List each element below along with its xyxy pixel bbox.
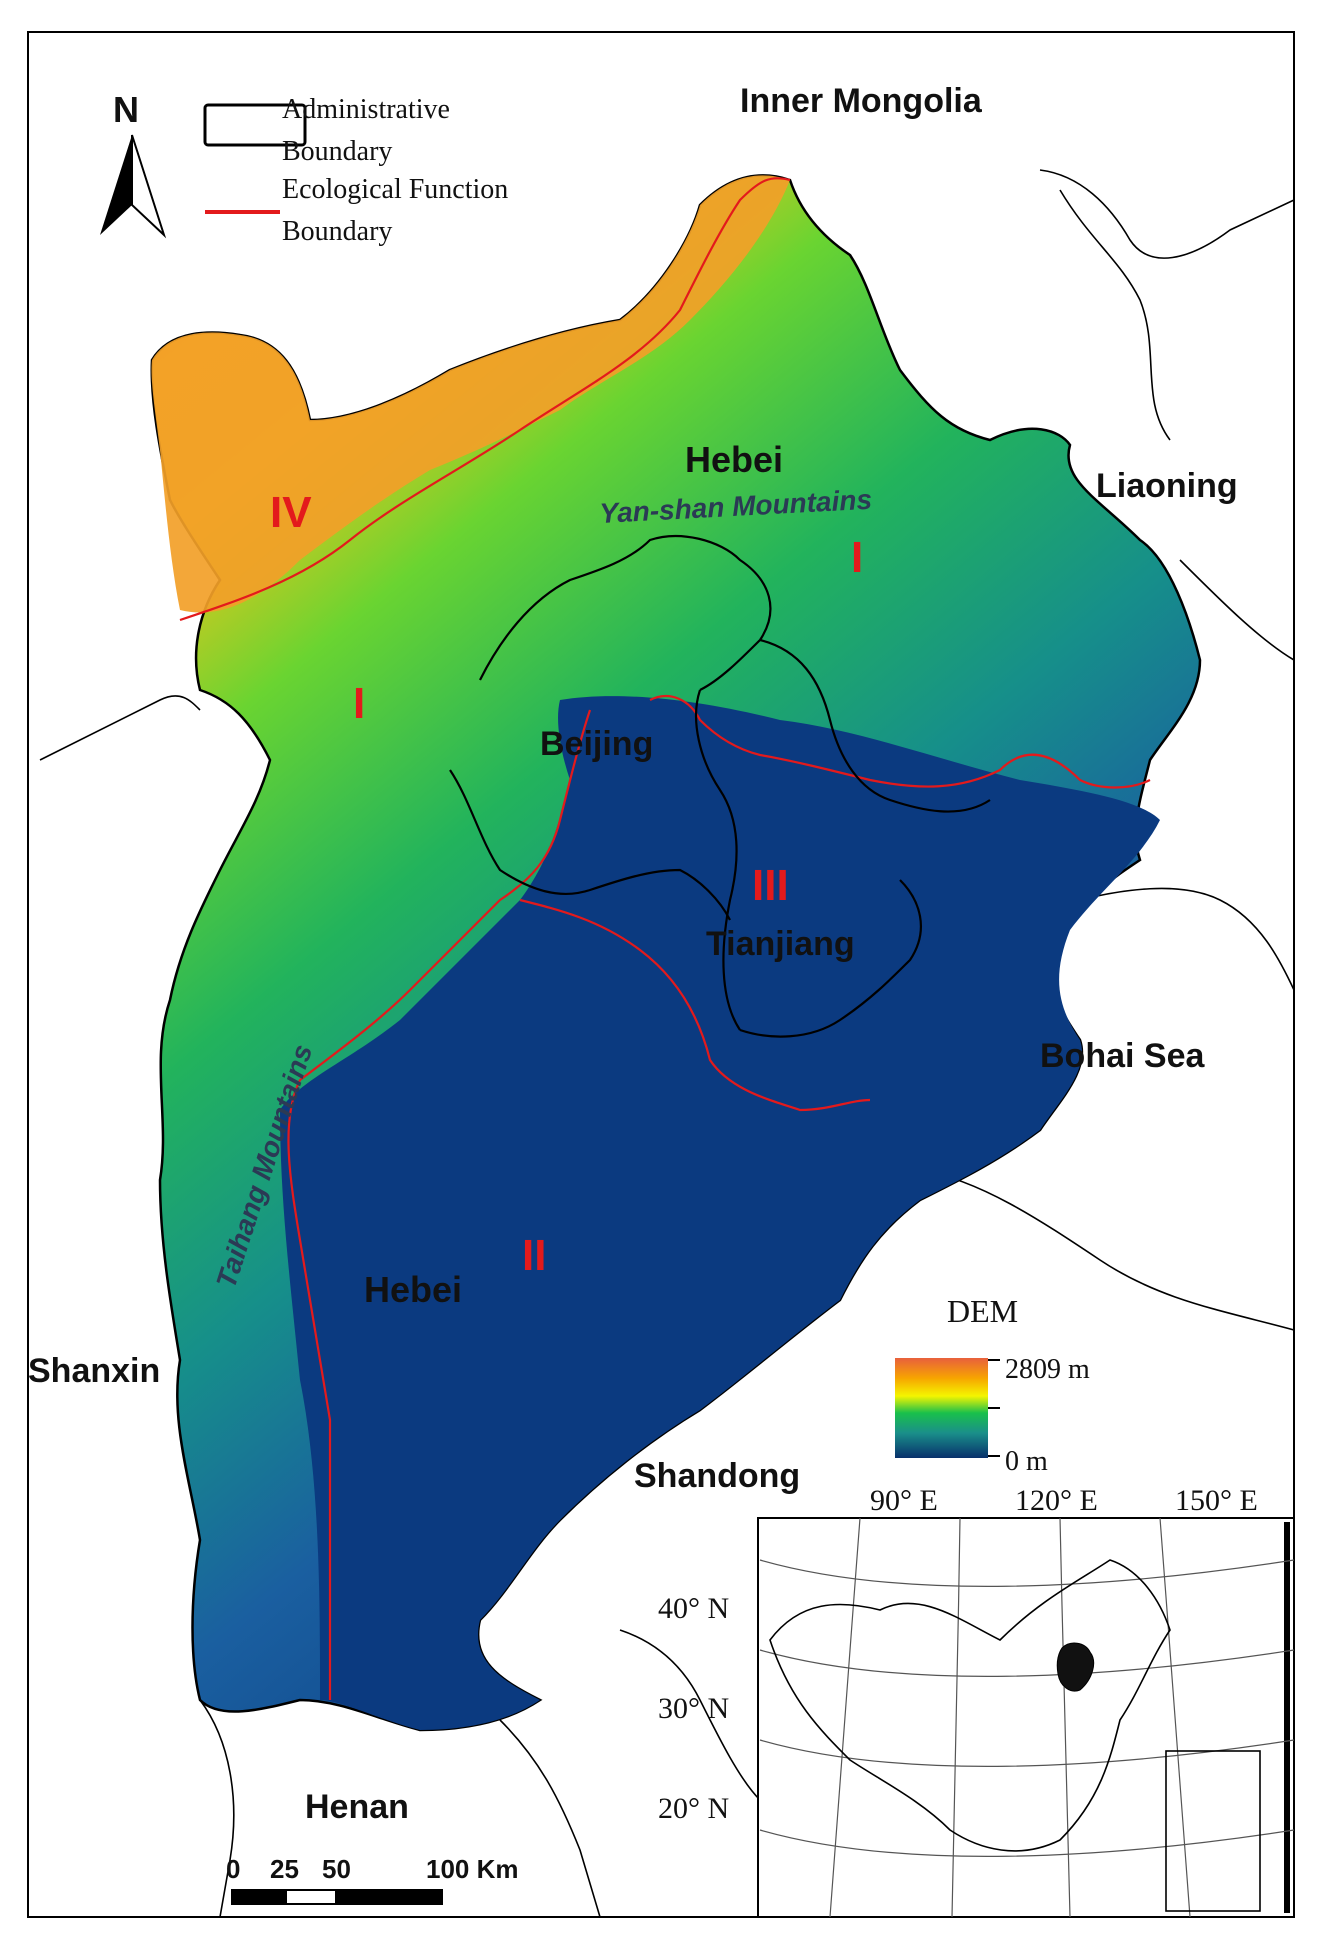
north-arrow-left-icon — [100, 135, 132, 235]
north-label: N — [113, 89, 139, 130]
admin-boundary-swatch — [203, 103, 307, 147]
zone-iv-highland — [151, 175, 790, 613]
eco-function-boundaries — [179, 177, 1151, 1700]
dem-legend: DEM 2809 m 0 m — [895, 1293, 1090, 1477]
dem-legend-title: DEM — [947, 1293, 1018, 1329]
legend-admin-line1: Administrative — [282, 94, 450, 125]
north-arrow: N — [100, 89, 167, 239]
scale-tick-100: 100 Km — [426, 1854, 519, 1884]
admin-boundaries — [449, 534, 991, 1038]
zone-iv-label: IV — [270, 488, 312, 537]
label-hebei-north: Hebei — [685, 439, 783, 480]
label-beijing: Beijing — [540, 725, 653, 763]
dem-legend-min: 0 m — [1005, 1446, 1048, 1477]
label-tianjiang: Tianjiang — [706, 925, 855, 963]
inset-map: 90° E 120° E 150° E 40° N 30° N 20° N — [658, 1484, 1295, 1918]
label-shanxin: Shanxin — [28, 1352, 160, 1390]
inset-lat-40: 40° N — [658, 1592, 729, 1625]
inset-china-outline — [769, 1559, 1171, 1852]
plain-lowland — [280, 696, 1160, 1731]
inset-lon-150: 150° E — [1175, 1484, 1258, 1517]
inset-frame — [757, 1517, 1295, 1918]
zone-ii-label: II — [522, 1231, 546, 1280]
dem-legend-ramp — [895, 1358, 988, 1458]
inset-lon-120: 120° E — [1015, 1484, 1098, 1517]
scale-tick-50: 50 — [322, 1854, 351, 1884]
scale-bar: 0 25 50 100 Km — [226, 1854, 519, 1905]
scale-tick-0: 0 — [226, 1854, 240, 1884]
legend-eco-line2: Boundary — [282, 216, 392, 247]
label-bohai-sea: Bohai Sea — [1040, 1037, 1205, 1075]
inset-study-area — [1056, 1642, 1095, 1692]
map-legend: Administrative Boundary Ecological Funct… — [203, 94, 508, 247]
zone-i-north-label: I — [851, 533, 863, 582]
inset-lat-30: 30° N — [658, 1692, 729, 1725]
label-hebei-south: Hebei — [364, 1269, 462, 1310]
inset-lon-90: 90° E — [870, 1484, 938, 1517]
legend-admin-line2: Boundary — [282, 136, 392, 167]
inset-graticule — [759, 1517, 1295, 1918]
dem-legend-max: 2809 m — [1005, 1354, 1090, 1385]
label-liaoning: Liaoning — [1096, 467, 1238, 505]
label-inner-mongolia: Inner Mongolia — [740, 82, 983, 120]
label-henan: Henan — [305, 1788, 409, 1826]
label-shandong: Shandong — [634, 1457, 800, 1495]
zone-iii-label: III — [752, 861, 789, 910]
north-arrow-right-icon — [131, 134, 167, 239]
scale-tick-25: 25 — [270, 1854, 299, 1884]
inset-south-sea-box — [1165, 1750, 1261, 1912]
legend-eco-line1: Ecological Function — [282, 174, 508, 205]
zone-i-west-label: I — [353, 679, 365, 728]
neighbor-boundaries — [39, 169, 1295, 1918]
inset-lat-20: 20° N — [658, 1792, 729, 1825]
